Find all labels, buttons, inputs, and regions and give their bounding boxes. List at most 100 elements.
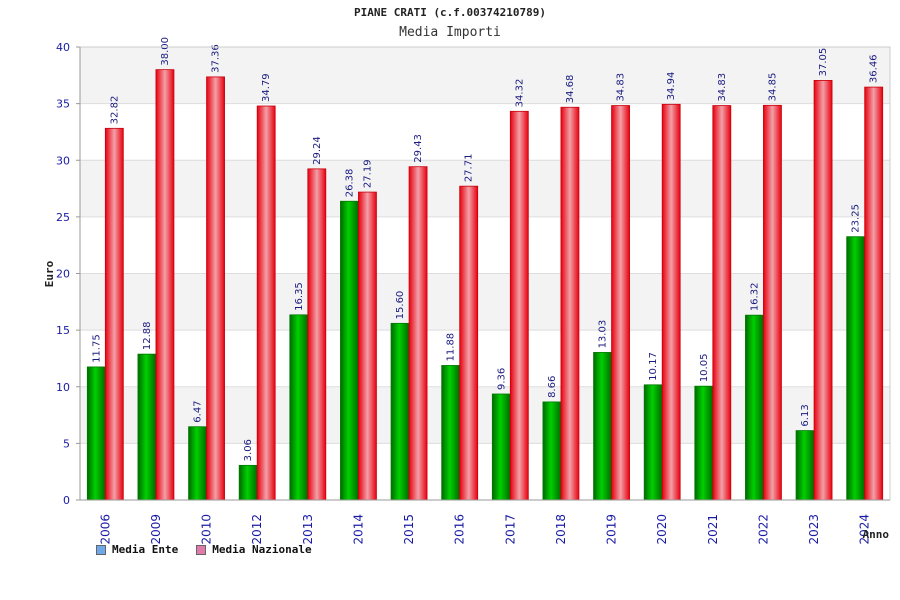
x-tick-label: 2019 xyxy=(605,514,619,545)
bar-value-label: 34.79 xyxy=(261,73,272,102)
bar-media-nazionale xyxy=(206,76,225,501)
bar-media-ente xyxy=(643,384,663,501)
bar-value-label: 12.88 xyxy=(142,321,153,350)
legend-label-ente: Media Ente xyxy=(112,543,179,556)
bar-value-label: 27.71 xyxy=(464,154,475,183)
bar-value-label: 34.83 xyxy=(717,73,728,102)
bar-value-label: 23.25 xyxy=(851,204,862,233)
bar-media-ente xyxy=(340,200,359,501)
bar-value-label: 6.47 xyxy=(193,400,204,422)
bar-media-ente xyxy=(694,385,714,501)
y-tick-label: 0 xyxy=(63,494,70,507)
x-tick-label: 2009 xyxy=(149,514,163,545)
y-tick-label: 20 xyxy=(56,268,70,281)
y-tick-label: 5 xyxy=(63,437,70,450)
bar-media-nazionale xyxy=(104,127,124,501)
bar-value-label: 3.06 xyxy=(243,439,254,461)
bar-media-nazionale xyxy=(307,168,327,501)
bar-media-ente xyxy=(289,314,309,501)
y-axis-label: Euro xyxy=(43,260,56,287)
bar-media-nazionale xyxy=(509,110,529,501)
bar-media-nazionale xyxy=(560,106,580,501)
bar-media-nazionale xyxy=(408,166,428,501)
x-tick-label: 2014 xyxy=(351,514,365,545)
y-tick-label: 10 xyxy=(56,381,70,394)
bar-value-label: 29.43 xyxy=(413,134,424,163)
legend-swatch-ente xyxy=(96,544,106,555)
x-tick-label: 2013 xyxy=(301,514,315,545)
x-tick-label: 2010 xyxy=(200,514,214,545)
bar-media-ente xyxy=(795,430,815,501)
y-tick-label: 25 xyxy=(56,211,70,224)
y-tick-label: 30 xyxy=(56,154,70,167)
legend: Media Ente Media Nazionale xyxy=(96,543,312,556)
bar-value-label: 34.94 xyxy=(666,72,677,101)
bar-value-label: 16.32 xyxy=(749,283,760,312)
chart-subtitle: Media Importi xyxy=(399,25,501,40)
bar-media-ente xyxy=(593,352,612,501)
bar-value-label: 34.85 xyxy=(767,73,778,102)
bar-value-label: 32.82 xyxy=(109,96,120,125)
x-tick-label: 2016 xyxy=(453,514,467,545)
bar-value-label: 34.32 xyxy=(514,79,525,108)
bar-media-ente xyxy=(188,426,207,501)
bar-value-label: 26.38 xyxy=(344,169,355,198)
bar-media-ente xyxy=(542,401,562,501)
x-tick-label: 2012 xyxy=(250,514,264,545)
bar-value-label: 37.36 xyxy=(211,44,222,73)
bar-value-label: 11.88 xyxy=(446,333,457,362)
legend-item-nazionale: Media Nazionale xyxy=(196,543,312,556)
bar-media-nazionale xyxy=(155,69,175,501)
x-tick-label: 2022 xyxy=(756,514,770,545)
x-tick-label: 2023 xyxy=(807,514,821,545)
bar-media-nazionale xyxy=(763,104,782,501)
x-tick-label: 2017 xyxy=(503,514,517,545)
x-tick-label: 2015 xyxy=(402,514,416,545)
bar-media-nazionale xyxy=(661,103,681,501)
bar-media-ente xyxy=(491,393,511,501)
bar-media-ente xyxy=(745,314,764,501)
bar-value-label: 9.36 xyxy=(496,368,507,390)
bar-media-nazionale xyxy=(611,105,630,501)
bar-value-label: 16.35 xyxy=(294,282,305,311)
bar-media-nazionale xyxy=(712,105,732,501)
bar-media-ente xyxy=(86,366,106,501)
bar-value-label: 8.66 xyxy=(547,376,558,398)
bar-value-label: 37.05 xyxy=(818,48,829,77)
bar-media-nazionale xyxy=(813,80,833,501)
bar-value-label: 34.68 xyxy=(565,75,576,104)
bar-value-label: 13.03 xyxy=(598,320,609,349)
bar-media-nazionale xyxy=(256,105,276,501)
bar-media-nazionale xyxy=(864,86,884,501)
x-axis-label: Anno xyxy=(863,528,890,541)
bar-media-ente xyxy=(441,365,461,501)
legend-item-ente: Media Ente xyxy=(96,543,178,556)
bar-media-ente xyxy=(137,353,157,501)
bar-media-ente xyxy=(238,464,258,501)
bar-value-label: 10.17 xyxy=(648,352,659,381)
bar-value-label: 29.24 xyxy=(312,136,323,165)
x-tick-label: 2018 xyxy=(554,514,568,545)
bar-value-label: 11.75 xyxy=(91,334,102,363)
y-tick-label: 40 xyxy=(56,41,70,54)
bar-value-label: 38.00 xyxy=(160,37,171,66)
y-tick-label: 15 xyxy=(56,324,70,337)
bar-media-nazionale xyxy=(358,191,377,501)
bar-media-ente xyxy=(846,236,866,501)
legend-label-nazionale: Media Nazionale xyxy=(212,543,312,556)
chart-title: PIANE CRATI (c.f.00374210789) xyxy=(353,6,547,19)
bar-value-label: 6.13 xyxy=(800,404,811,426)
bar-value-label: 27.19 xyxy=(362,159,373,188)
bar-value-label: 10.05 xyxy=(699,354,710,383)
bar-media-nazionale xyxy=(459,185,479,501)
x-tick-label: 2020 xyxy=(655,514,669,545)
x-tick-label: 2006 xyxy=(98,514,112,545)
x-tick-label: 2024 xyxy=(858,514,872,545)
legend-swatch-nazionale xyxy=(196,544,207,555)
bar-media-ente xyxy=(390,322,410,501)
bar-value-label: 34.83 xyxy=(616,73,627,102)
bar-value-label: 15.60 xyxy=(395,291,406,320)
y-tick-label: 35 xyxy=(56,98,70,111)
x-tick-label: 2021 xyxy=(706,514,720,545)
